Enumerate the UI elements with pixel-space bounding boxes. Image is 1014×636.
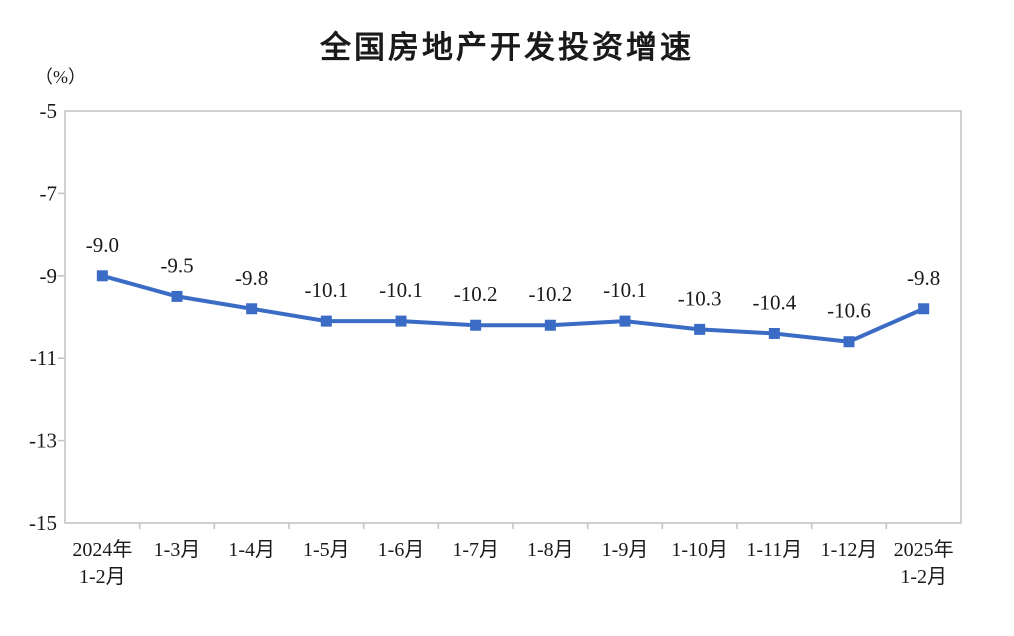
x-axis-category-label: 1-12月 bbox=[821, 539, 878, 561]
data-point-marker bbox=[96, 270, 108, 282]
y-axis-tick-label: -11 bbox=[30, 346, 57, 370]
x-axis-category-label: 2025年 bbox=[894, 538, 954, 561]
data-point-label: -10.1 bbox=[603, 278, 647, 302]
data-point-label: -9.8 bbox=[235, 266, 268, 290]
y-axis-tick-label: -13 bbox=[29, 429, 57, 453]
data-point-label: -10.1 bbox=[304, 278, 348, 302]
x-axis-category-label: 1-4月 bbox=[228, 539, 275, 561]
data-point-label: -10.1 bbox=[379, 278, 423, 302]
data-point-marker bbox=[470, 319, 482, 331]
series-line bbox=[101, 273, 925, 344]
x-axis-category-label: 1-10月 bbox=[671, 539, 728, 561]
x-axis-category-label: 1-5月 bbox=[303, 539, 350, 561]
data-point-marker bbox=[246, 303, 258, 315]
data-point-marker bbox=[694, 323, 706, 335]
x-axis-category-label: 1-8月 bbox=[527, 539, 574, 561]
data-point-marker bbox=[843, 336, 855, 348]
x-axis-category-label: 1-11月 bbox=[746, 539, 802, 561]
data-point-label: -9.8 bbox=[907, 266, 940, 290]
data-point-marker bbox=[171, 290, 183, 302]
chart-title: 全国房地产开发投资增速 bbox=[320, 30, 694, 65]
data-point-label: -9.5 bbox=[160, 253, 193, 277]
x-axis-category-label: 1-9月 bbox=[602, 539, 649, 561]
x-axis-category-label: 1-2月 bbox=[79, 566, 126, 588]
data-point-label: -10.3 bbox=[678, 286, 722, 310]
data-point-marker bbox=[918, 303, 930, 315]
y-axis-tick-label: -9 bbox=[40, 264, 58, 288]
y-axis-unit-label: （%） bbox=[35, 67, 86, 87]
x-axis-category-label: 1-6月 bbox=[378, 539, 425, 561]
data-point-marker bbox=[768, 327, 780, 339]
data-point-marker bbox=[544, 319, 556, 331]
data-point-label: -10.4 bbox=[752, 290, 796, 314]
data-point-marker bbox=[320, 315, 332, 327]
data-point-marker bbox=[395, 315, 407, 327]
y-axis-tick-label: -7 bbox=[40, 181, 58, 205]
y-axis-tick-label: -15 bbox=[29, 511, 57, 535]
x-axis-category-label: 2024年 bbox=[72, 538, 132, 561]
x-axis-category-label: 1-7月 bbox=[452, 539, 499, 561]
data-point-label: -9.0 bbox=[86, 233, 119, 257]
data-point-label: -10.6 bbox=[827, 299, 871, 323]
y-axis-tick-label: -5 bbox=[40, 99, 58, 123]
x-axis-category-label: 1-3月 bbox=[154, 539, 201, 561]
data-point-label: -10.2 bbox=[454, 282, 498, 306]
data-point-marker bbox=[619, 315, 631, 327]
x-axis-category-label: 1-2月 bbox=[900, 566, 947, 588]
data-point-label: -10.2 bbox=[528, 282, 572, 306]
